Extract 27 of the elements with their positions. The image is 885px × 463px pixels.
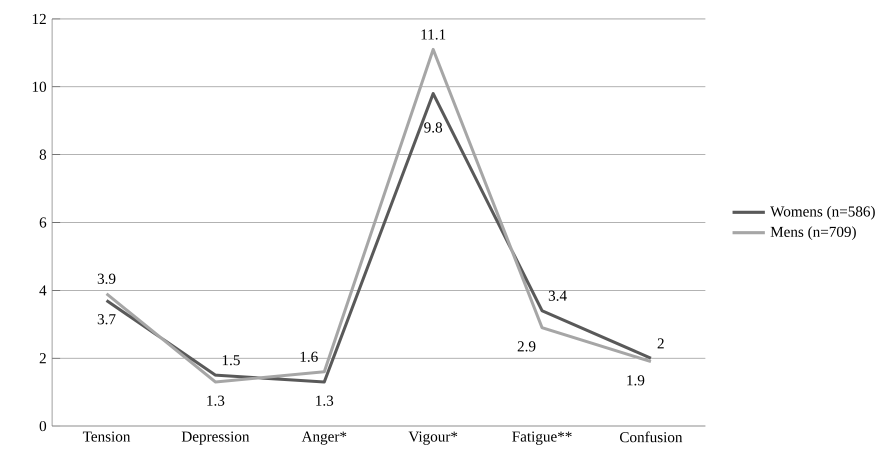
data-label: 9.8: [424, 122, 442, 133]
y-tick-label: 2: [40, 353, 46, 364]
data-label: 1.9: [627, 375, 644, 386]
data-label: 11.1: [422, 29, 446, 40]
x-tick-label: Vigour*: [408, 431, 458, 445]
data-label: 1.3: [316, 396, 334, 406]
data-label: 3.7: [98, 314, 116, 324]
data-label: 1.5: [222, 355, 240, 366]
data-label: 3.4: [548, 290, 567, 301]
legend-label: Mens (n=709): [770, 226, 856, 240]
x-tick-label: Depression: [182, 431, 250, 445]
data-label: 3.9: [98, 274, 116, 284]
y-tick-label: 12: [32, 14, 46, 24]
x-tick-label: Fatigue**: [512, 431, 572, 445]
data-label: 2.9: [518, 341, 536, 352]
x-tick-label: Anger*: [302, 431, 346, 445]
data-label: 1.3: [207, 396, 224, 406]
y-tick-label: 10: [32, 82, 46, 92]
x-tick-label: Confusion: [620, 431, 682, 442]
x-tick-label: Tension: [82, 431, 130, 442]
y-tick-label: 6: [40, 217, 46, 228]
y-tick-label: 4: [39, 285, 46, 296]
legend-label: Womens (n=586): [770, 206, 875, 220]
data-label: 1.6: [300, 352, 318, 362]
data-label: 2: [658, 338, 664, 348]
y-tick-label: 0: [40, 420, 46, 432]
y-tick-label: 8: [40, 150, 46, 160]
